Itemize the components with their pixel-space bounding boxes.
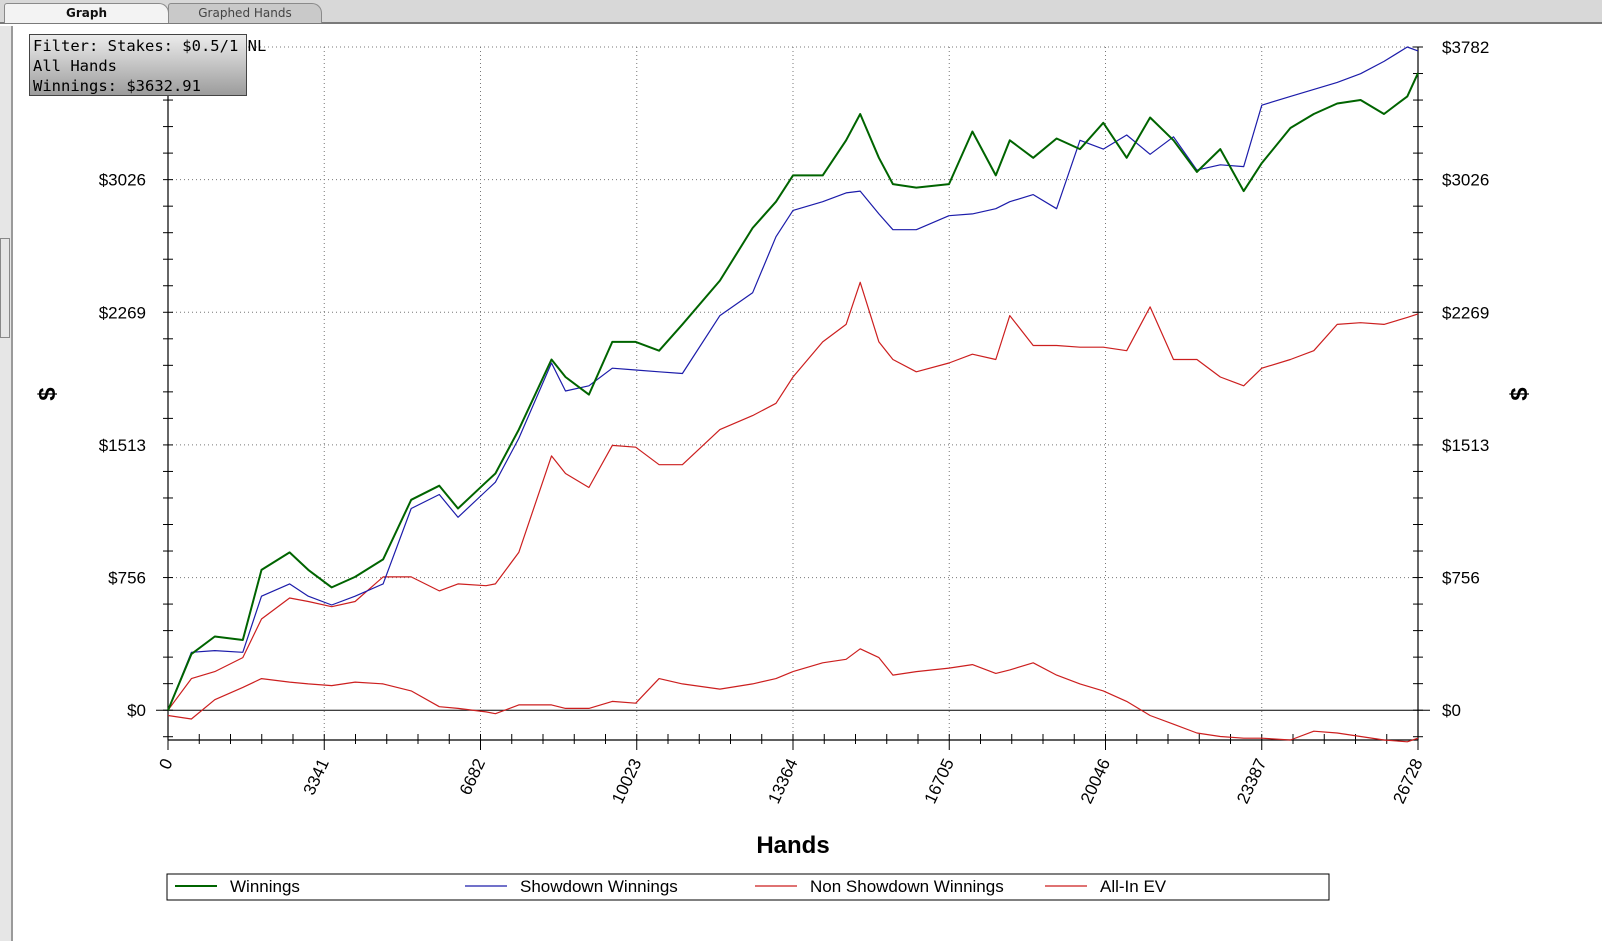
legend-box [166, 873, 1330, 901]
y-axis-title-right: $ [1506, 387, 1533, 401]
y-tick-label-right: $756 [1442, 569, 1480, 588]
y-tick-label-left: $2269 [99, 303, 146, 322]
all-in-ev-line [167, 648, 1419, 743]
legend: Winnings Showdown Winnings Non Showdown Wi… [166, 873, 1330, 901]
filter-stakes-text: Filter: Stakes: $0.5/1 NL [33, 37, 267, 55]
x-tick-label: 13364 [764, 756, 801, 807]
x-tick-label: 20046 [1077, 756, 1114, 807]
legend-label: Non Showdown Winnings [810, 877, 1004, 896]
tab-bar: Graph Graphed Hands [0, 0, 1602, 24]
non-showdown-winnings-line [167, 281, 1419, 711]
tab-graphed-hands[interactable]: Graphed Hands [168, 3, 322, 23]
filter-box: Filter: Stakes: $0.5/1 NL All Hands Winn… [29, 34, 267, 96]
y-tick-label-right: $2269 [1442, 303, 1489, 322]
x-tick-label: 0 [155, 756, 176, 773]
y-tick-label-left: $0 [127, 701, 146, 720]
y-tick-label-right: $3782 [1442, 38, 1489, 57]
tab-graph[interactable]: Graph [4, 3, 169, 23]
legend-label: All-In EV [1100, 877, 1167, 896]
winnings-line [167, 72, 1419, 711]
legend-label: Winnings [230, 877, 300, 896]
x-axis-title: Hands [756, 832, 829, 859]
x-tick-label: 6682 [456, 756, 489, 798]
y-tick-label-left: $3026 [99, 171, 146, 190]
y-tick-label-right: $1513 [1442, 436, 1489, 455]
showdown-winnings-line [167, 46, 1419, 711]
x-tick-label: 23387 [1233, 756, 1270, 807]
left-panel-scroll-box[interactable] [0, 238, 10, 338]
winnings-graph: $0 $0 $756 $756 $1513 $1513 $2269 $2269 $3026 $30… [34, 38, 1533, 901]
x-tick-label: 26728 [1389, 756, 1426, 807]
x-tick-label: 3341 [300, 756, 333, 798]
legend-label: Showdown Winnings [520, 877, 678, 896]
left-panel-edge [0, 26, 13, 941]
filter-winnings-text: Winnings: $3632.91 [33, 77, 201, 95]
filter-hands-text: All Hands [33, 57, 117, 75]
x-tick-label: 16705 [921, 756, 958, 807]
y-tick-label-right: $0 [1442, 701, 1461, 720]
y-axis-title-left: $ [34, 387, 61, 401]
y-tick-label-left: $1513 [99, 436, 146, 455]
x-tick-label: 10023 [608, 756, 645, 807]
y-tick-label-left: $756 [108, 569, 146, 588]
y-tick-label-right: $3026 [1442, 171, 1489, 190]
